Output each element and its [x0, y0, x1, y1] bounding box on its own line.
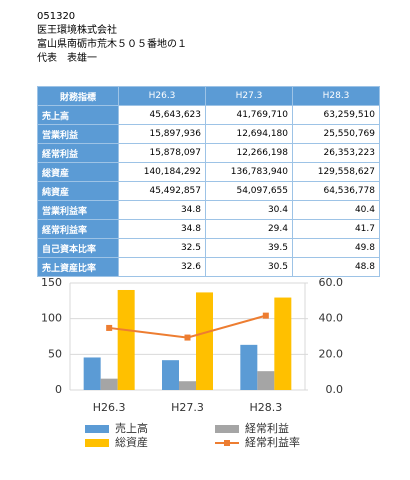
header: 051320 医王環境株式会社富山県南砺市荒木５０５番地の１ 代表 表雄一 [37, 10, 187, 66]
header-line: 代表 表雄一 [37, 53, 97, 64]
table-cell: 32.5 [118, 238, 206, 258]
table-cell: 41.7 [292, 219, 380, 239]
chart: 0 50 100 150 0.0 20.0 40.0 60.0 H26.3 H27.3 H28.3 売… [41, 276, 344, 449]
legend-swatch [224, 440, 230, 446]
table-cell: 30.4 [205, 200, 293, 220]
table-cell: 39.5 [205, 238, 293, 258]
table-row: 財務指標 H26.3 H27.3 H28.3 [37, 86, 380, 106]
y-tick-label: 50 [48, 347, 62, 360]
bar [179, 381, 196, 390]
table-cell: 財務指標 [37, 86, 119, 106]
bar [240, 344, 258, 390]
legend-label: 売上高 [115, 421, 148, 435]
y2-tick-label: 0.0 [326, 383, 344, 396]
table-cell: 総資産 [37, 162, 119, 182]
table-cell: 34.8 [118, 219, 206, 239]
table-cell: 45,492,857 [118, 181, 206, 201]
table-cell: H27.3 [205, 86, 293, 106]
header-line: 051320 [37, 11, 76, 22]
financial-table: 財務指標 H26.3 H27.3 H28.3 売上高 45,643,623 41,769,7… [37, 86, 380, 277]
table-cell: 売上高 [37, 105, 119, 125]
x-tick-label: H28.3 [249, 401, 282, 414]
bar [117, 289, 135, 390]
table-cell: 経常利益率 [37, 219, 119, 239]
y-tick-label: 100 [41, 312, 62, 325]
table-cell: 営業利益 [37, 124, 119, 144]
table-cell: 純資産 [37, 181, 119, 201]
table-cell: 45,643,623 [118, 105, 206, 125]
table-cell: 64,536,778 [292, 181, 380, 201]
table-cell: 経常利益 [37, 143, 119, 163]
marker [106, 324, 113, 331]
bar [196, 292, 213, 390]
table-row: 純資産 45,492,857 54,097,655 64,536,778 [37, 181, 380, 201]
table-row: 総資産 140,184,292 136,783,940 129,558,627 [37, 162, 380, 182]
table-row: 売上高 45,643,623 41,769,710 63,259,510 [37, 105, 380, 125]
table-cell: 15,878,097 [118, 143, 206, 163]
table-cell: 140,184,292 [118, 162, 206, 182]
y-tick-label: 150 [41, 276, 62, 289]
marker [184, 334, 191, 341]
table-cell: 129,558,627 [292, 162, 380, 182]
table-row: 売上資産比率 32.6 30.5 48.8 [37, 257, 380, 277]
table-cell: 15,897,936 [118, 124, 206, 144]
table-cell: 営業利益率 [37, 200, 119, 220]
table-cell: 29.4 [205, 219, 293, 239]
table-cell: 12,694,180 [205, 124, 293, 144]
table-row: 経常利益 15,878,097 12,266,198 26,353,223 [37, 143, 380, 163]
table-cell: 25,550,769 [292, 124, 380, 144]
table-row: 営業利益率 34.8 30.4 40.4 [37, 200, 380, 220]
table-cell: 48.8 [292, 257, 380, 277]
table-cell: 売上資産比率 [37, 257, 119, 277]
bar [274, 297, 292, 390]
legend-label: 経常利益率 [245, 435, 300, 449]
table-cell: 54,097,655 [205, 181, 293, 201]
y2-tick-label: 40.0 [319, 312, 344, 325]
header-line: 医王環境株式会社 [37, 25, 117, 36]
legend-label: 総資産 [115, 435, 148, 449]
legend-label: 経常利益 [245, 421, 289, 435]
bar [257, 371, 275, 390]
table-cell: 40.4 [292, 200, 380, 220]
table-cell: 26,353,223 [292, 143, 380, 163]
y2-tick-label: 20.0 [319, 347, 344, 360]
table-cell: 34.8 [118, 200, 206, 220]
x-tick-label: H26.3 [93, 401, 126, 414]
table-row: 経常利益率 34.8 29.4 41.7 [37, 219, 380, 239]
table-row: 自己資本比率 32.5 39.5 49.8 [37, 238, 380, 258]
legend-swatch [85, 439, 109, 447]
table-cell: 49.8 [292, 238, 380, 258]
marker [262, 312, 269, 319]
table-cell: 136,783,940 [205, 162, 293, 182]
y-tick-label: 0 [55, 383, 62, 396]
bar [83, 357, 101, 390]
legend-swatch [215, 425, 239, 433]
x-tick-label: H27.3 [171, 401, 204, 414]
table-cell: H26.3 [118, 86, 206, 106]
table-cell: 41,769,710 [205, 105, 293, 125]
table-row: 営業利益 15,897,936 12,694,180 25,550,769 [37, 124, 380, 144]
bar [162, 360, 179, 390]
legend-swatch [85, 425, 109, 433]
table-cell: 自己資本比率 [37, 238, 119, 258]
table-cell: 63,259,510 [292, 105, 380, 125]
table-cell: H28.3 [292, 86, 380, 106]
header-line: 富山県南砺市荒木５０５番地の１ [37, 39, 187, 50]
bar [100, 378, 118, 390]
table-cell: 12,266,198 [205, 143, 293, 163]
y2-tick-label: 60.0 [319, 276, 344, 289]
